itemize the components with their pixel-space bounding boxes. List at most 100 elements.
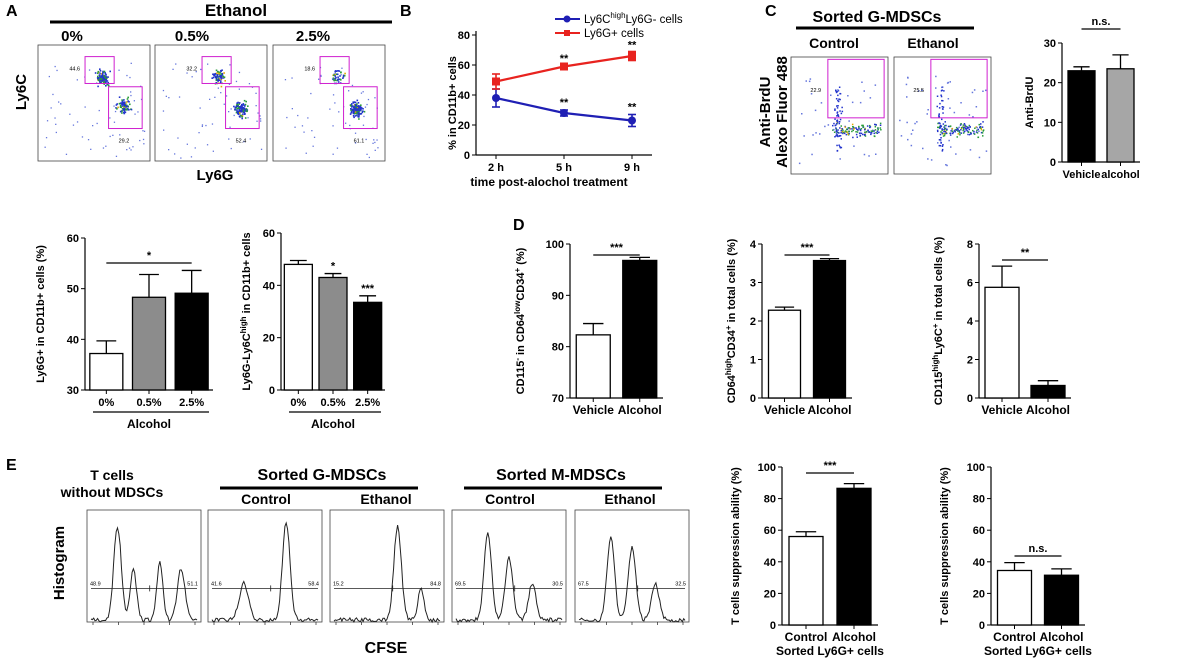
flow-c-dot (838, 132, 840, 134)
flow-a-dot (113, 105, 115, 107)
chartC-ytick-label: 20 (1044, 78, 1056, 90)
flow-c-dot (979, 126, 981, 128)
flow-a-gate-lower-2 (343, 86, 378, 130)
chart-b-xtick-label: 5 h (556, 162, 572, 174)
flow-a-dot (96, 122, 98, 125)
hist-frame-0 (86, 509, 202, 623)
flow-a-dot (239, 109, 241, 112)
flow-c-dot (918, 90, 920, 92)
flow-a-dot (124, 101, 126, 103)
flow-a-dot (126, 108, 128, 111)
hist-group-m: Sorted M-MDSCs (496, 467, 626, 484)
flow-a-dot (143, 130, 146, 132)
flow-a-dot (119, 110, 122, 113)
chart-b-xlabel: time post-alochol treatment (470, 175, 627, 189)
flow-a-dot (52, 93, 54, 96)
flow-a-dot (236, 104, 238, 106)
flow-a-dot (127, 96, 129, 99)
chartE1-ylabel: T cells suppression ability (%) (730, 467, 742, 625)
flow-c-dot (942, 112, 944, 114)
flow-a-dot (88, 69, 91, 71)
flow-c-dot (836, 115, 838, 117)
flow-a-dot (229, 126, 231, 128)
flow-a-dot (364, 106, 367, 108)
flow-a-dot (107, 76, 109, 78)
flow-a-dot (143, 143, 145, 145)
flow-c-dot (940, 95, 943, 98)
flow-a-dot (358, 118, 360, 120)
flow-c-dot (938, 116, 940, 118)
flow-a-dot (228, 83, 231, 85)
chartA2-bar-sig: * (331, 261, 336, 273)
chartA2-bar-0 (283, 263, 313, 391)
flow-c-y-axis-2: Alexo Fluor 488 (774, 56, 791, 168)
flow-a-dot (130, 62, 132, 64)
chartD3-ytick-label: 4 (967, 316, 974, 328)
flow-c-dot (976, 129, 978, 132)
chartE1-bar-0 (788, 535, 824, 626)
chartE1-xtick-label: Alcohol (832, 630, 876, 644)
flow-a-dot (360, 92, 363, 94)
flow-a-dot (334, 75, 337, 77)
flow-c-dot (852, 136, 854, 139)
flow-c-dot (835, 127, 837, 129)
flow-a-dot (125, 106, 127, 108)
chartA2-ytick-label: 0 (269, 385, 275, 397)
flow-c-dot (968, 124, 971, 127)
flow-a-dot (344, 72, 346, 75)
flow-a-dot (236, 102, 238, 104)
flow-c-dot (815, 132, 817, 134)
flow-a-dot (218, 72, 220, 75)
flow-a-dot (238, 109, 241, 111)
flow-a-dot (354, 132, 357, 134)
flow-a-dot (334, 73, 336, 76)
hist-frame-2 (329, 509, 445, 623)
hist-sub-1: Ethanol (360, 491, 411, 507)
flow-c-dot (866, 125, 869, 127)
flow-c-dot (859, 129, 862, 132)
chartE2-sig: n.s. (1029, 543, 1048, 555)
flow-c-dot (949, 81, 951, 83)
chartA1-ylabel: Ly6G+ in CD11b+ cells (%) (35, 245, 47, 383)
flow-c-dot (906, 96, 908, 98)
legend-marker-ly6g (564, 30, 570, 36)
flow-c-dot (837, 105, 839, 107)
flow-c-dot (834, 136, 836, 138)
flow-c-dot (805, 80, 807, 82)
flow-c-dot (939, 145, 942, 147)
flow-a-dot (123, 111, 125, 114)
flow-c-dot (951, 127, 954, 130)
hist-left-pct-2: 15.2 (333, 581, 344, 587)
flow-c-dot (836, 144, 838, 147)
flow-a-dot (356, 106, 359, 109)
flow-c-dot (853, 145, 855, 147)
flow-a-dot (99, 72, 101, 75)
flow-c-dot (839, 127, 841, 129)
flow-c-dot (953, 111, 956, 114)
legend-ly6g: Ly6G+ cells (584, 28, 644, 40)
flow-a-dot (354, 142, 357, 144)
flow-a-dot (351, 84, 354, 87)
flow-c-dot (944, 129, 946, 131)
flow-c-dot (852, 126, 854, 128)
flow-a-dot (241, 115, 244, 117)
ethanol-header: Ethanol (205, 1, 267, 20)
flow-a-dot (211, 123, 214, 125)
flow-c-dot (937, 122, 939, 125)
chartD1-ytick-label: 100 (546, 239, 564, 251)
flow-a-dot (60, 103, 62, 105)
flow-a-dot (240, 114, 242, 117)
chartD2-sig: *** (801, 242, 815, 254)
flow-a-dot (177, 137, 179, 139)
flow-c-dot (941, 86, 943, 89)
flow-c-dot (947, 98, 950, 100)
flow-a-dot (101, 73, 104, 76)
flow-a-dot (240, 111, 242, 113)
hist-left-pct-0: 48.9 (90, 581, 101, 587)
flow-a-dot (360, 108, 362, 110)
flow-c-dot (960, 102, 962, 104)
flow-a-dot (142, 138, 145, 141)
flow-a-dot (122, 102, 125, 104)
flow-a-dot (99, 68, 101, 70)
flow-a-dot (238, 107, 240, 109)
